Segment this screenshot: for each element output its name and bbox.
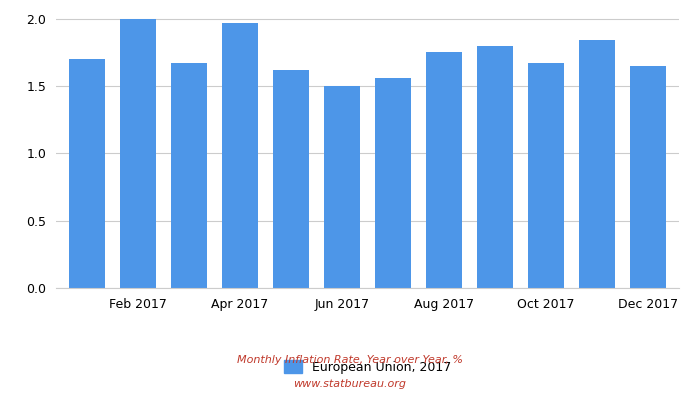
Bar xyxy=(580,40,615,288)
Bar xyxy=(426,52,462,288)
Text: Monthly Inflation Rate, Year over Year, %: Monthly Inflation Rate, Year over Year, … xyxy=(237,355,463,365)
Bar xyxy=(477,46,513,288)
Bar xyxy=(171,63,206,288)
Bar xyxy=(273,70,309,288)
Bar xyxy=(528,63,564,288)
Bar xyxy=(631,66,666,288)
Bar xyxy=(222,23,258,288)
Legend: European Union, 2017: European Union, 2017 xyxy=(279,355,456,378)
Bar xyxy=(324,86,360,288)
Text: www.statbureau.org: www.statbureau.org xyxy=(293,379,407,389)
Bar xyxy=(69,59,104,288)
Bar xyxy=(375,78,411,288)
Bar xyxy=(120,19,155,288)
